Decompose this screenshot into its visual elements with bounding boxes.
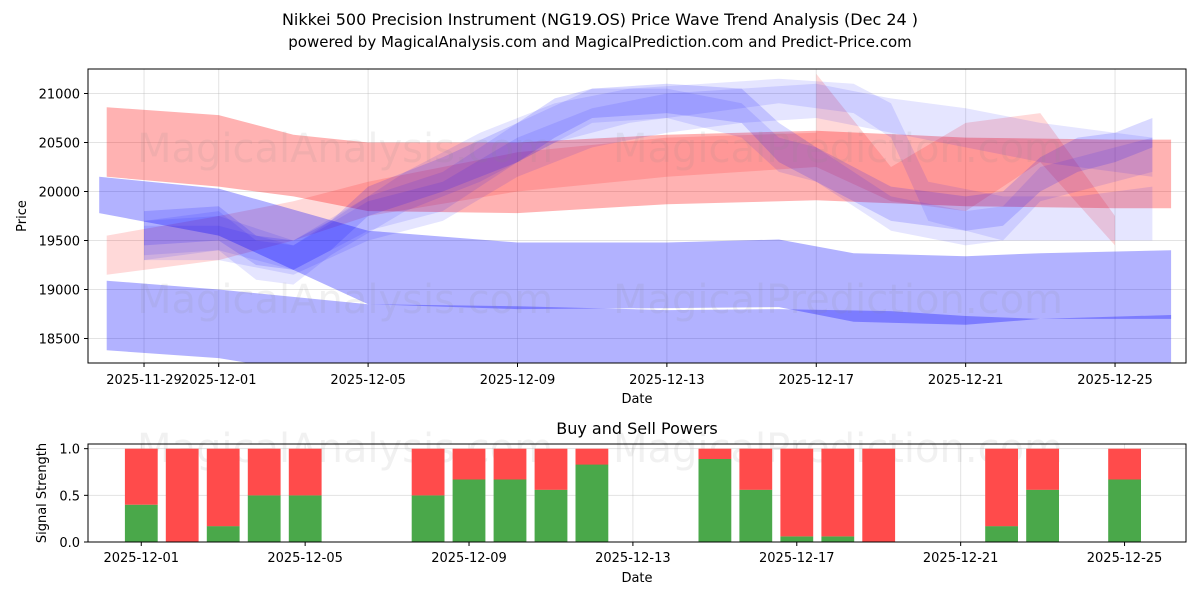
signal-x-tick-label: 2025-12-09 xyxy=(431,551,507,566)
price-band-red-0 xyxy=(106,107,1172,214)
sell-bar-2025-12-17 xyxy=(780,448,814,537)
signal-y-tick-label: 0.0 xyxy=(59,536,80,551)
buy-bar-2025-12-15 xyxy=(698,458,732,542)
buy-bar-2025-12-10 xyxy=(493,479,527,542)
price-plot-frame xyxy=(87,68,1187,364)
price-band-blue-3 xyxy=(106,280,1172,363)
buy-bar-2025-12-18 xyxy=(821,536,855,542)
buy-bar-2025-12-01 xyxy=(124,504,158,542)
signal-y-tick-label: 1.0 xyxy=(59,443,80,458)
price-band-red-1 xyxy=(106,132,817,275)
price-grid xyxy=(88,69,1186,363)
sell-bar-2025-12-19 xyxy=(862,448,896,542)
signal-y-label: Signal Strength xyxy=(35,443,50,543)
sell-bar-2025-12-11 xyxy=(534,448,568,490)
price-band-blue-6 xyxy=(144,83,1153,270)
signal-x-label: Date xyxy=(621,571,652,586)
price-x-tick-label: 2025-12-09 xyxy=(480,373,556,388)
sell-bar-2025-12-04 xyxy=(247,448,281,496)
price-x-tick-label: 2025-12-25 xyxy=(1077,373,1153,388)
price-x-tick-label: 2025-11-29 xyxy=(106,373,182,388)
buy-bar-2025-12-17 xyxy=(780,536,814,542)
price-y-ticks: 18500 19000 19500 20000 20500 21000 xyxy=(39,88,88,348)
signal-chart: Buy and Sell Powers MagicalAnalysis.com … xyxy=(35,419,1187,586)
watermark-top-1: MagicalAnalysis.com xyxy=(137,126,553,172)
signal-x-tick-label: 2025-12-05 xyxy=(267,551,343,566)
price-y-tick-label: 21000 xyxy=(39,88,80,103)
price-band-blue-5 xyxy=(144,78,1153,285)
buy-bar-2025-12-22 xyxy=(985,526,1018,542)
signal-x-ticks: 2025-12-01 2025-12-05 2025-12-09 2025-12-13… xyxy=(103,542,1162,566)
signal-y-ticks: 0.0 0.5 1.0 xyxy=(59,443,88,551)
price-x-tick-label: 2025-12-21 xyxy=(928,373,1004,388)
buy-bar-2025-12-23 xyxy=(1026,489,1059,542)
price-band-red-2 xyxy=(816,73,1115,246)
signal-x-tick-label: 2025-12-17 xyxy=(759,551,835,566)
price-y-tick-label: 19500 xyxy=(39,235,80,250)
price-x-label: Date xyxy=(621,392,652,407)
chart-title: Nikkei 500 Precision Instrument (NG19.OS… xyxy=(282,10,918,29)
sell-bar-2025-12-10 xyxy=(493,448,527,480)
watermark-top-4: MagicalPrediction.com xyxy=(613,277,1063,323)
price-chart: MagicalAnalysis.com MagicalPrediction.co… xyxy=(15,68,1187,407)
sell-bar-2025-12-23 xyxy=(1026,448,1059,490)
sell-bar-2025-12-15 xyxy=(698,448,732,459)
sell-bar-2025-12-01 xyxy=(124,448,158,505)
price-x-ticks: 2025-11-29 2025-12-01 2025-12-05 2025-12-09… xyxy=(106,363,1153,388)
signal-x-tick-label: 2025-12-25 xyxy=(1087,551,1163,566)
buy-bar-2025-12-09 xyxy=(452,479,486,542)
buy-bar-2025-12-04 xyxy=(247,495,281,542)
price-y-tick-label: 19000 xyxy=(39,284,80,299)
buy-bar-2025-12-11 xyxy=(534,489,568,542)
signal-bars xyxy=(124,448,1141,542)
sell-bar-2025-12-12 xyxy=(575,448,609,465)
buy-bar-2025-12-25 xyxy=(1108,479,1141,542)
price-bands xyxy=(99,73,1172,363)
price-y-label: Price xyxy=(15,200,30,232)
price-y-tick-label: 18500 xyxy=(39,333,80,348)
signal-x-tick-label: 2025-12-13 xyxy=(595,551,671,566)
price-y-tick-label: 20000 xyxy=(39,186,80,201)
buy-bar-2025-12-05 xyxy=(288,495,322,542)
price-x-tick-label: 2025-12-17 xyxy=(778,373,854,388)
signal-x-tick-label: 2025-12-21 xyxy=(923,551,999,566)
watermark-top-3: MagicalAnalysis.com xyxy=(137,277,553,323)
price-band-blue-4 xyxy=(99,176,1172,325)
buy-bar-2025-12-12 xyxy=(575,464,609,542)
buy-bar-2025-12-16 xyxy=(739,489,773,542)
price-x-tick-label: 2025-12-05 xyxy=(330,373,406,388)
price-x-tick-label: 2025-12-01 xyxy=(181,373,257,388)
sell-bar-2025-12-08 xyxy=(411,448,445,496)
sell-bar-2025-12-16 xyxy=(739,448,773,490)
sell-bar-2025-12-09 xyxy=(452,448,486,480)
price-y-tick-label: 20500 xyxy=(39,137,80,152)
signal-plot-frame xyxy=(87,443,1187,543)
sell-bar-2025-12-22 xyxy=(985,448,1018,527)
sell-bar-2025-12-05 xyxy=(288,448,322,496)
sell-bar-2025-12-03 xyxy=(206,448,240,527)
buy-bar-2025-12-03 xyxy=(206,526,240,542)
sell-bar-2025-12-25 xyxy=(1108,448,1141,480)
sell-bar-2025-12-18 xyxy=(821,448,855,537)
chart-subtitle: powered by MagicalAnalysis.com and Magic… xyxy=(288,33,912,51)
watermark-bottom-1: MagicalAnalysis.com xyxy=(137,426,553,472)
signal-chart-title: Buy and Sell Powers xyxy=(556,419,718,438)
price-x-tick-label: 2025-12-13 xyxy=(629,373,705,388)
price-band-blue-8 xyxy=(144,83,1153,275)
buy-bar-2025-12-08 xyxy=(411,495,445,542)
watermark-top-2: MagicalPrediction.com xyxy=(613,126,1063,172)
price-band-blue-7 xyxy=(144,88,1153,270)
sell-bar-2025-12-02 xyxy=(165,448,199,542)
signal-y-tick-label: 0.5 xyxy=(59,489,80,504)
signal-x-tick-label: 2025-12-01 xyxy=(103,551,179,566)
